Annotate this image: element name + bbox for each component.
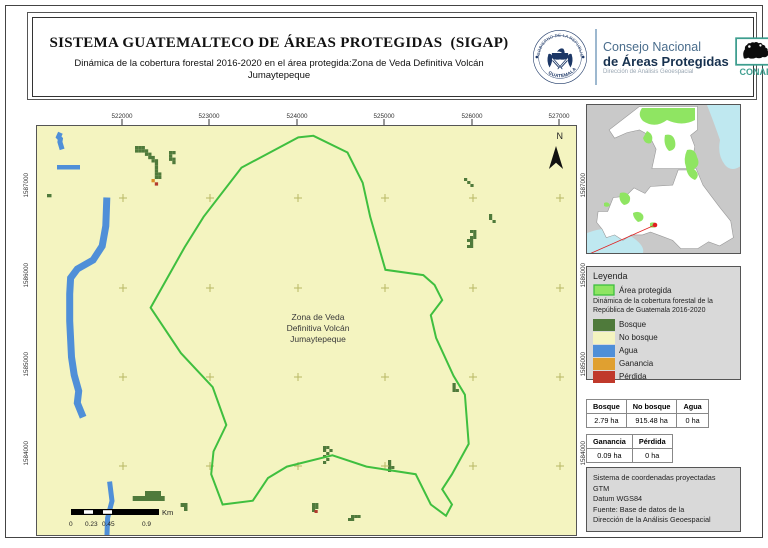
svg-text:0: 0 — [69, 521, 73, 528]
svg-text:0.9: 0.9 — [142, 521, 151, 528]
svg-text:0.45: 0.45 — [102, 521, 115, 528]
svg-text:GUATEMALA: GUATEMALA — [547, 66, 577, 78]
svg-text:Km: Km — [162, 508, 173, 517]
svg-text:GOBIERNO DE LA REPUBLICA: GOBIERNO DE LA REPUBLICA — [531, 28, 584, 57]
svg-text:0.23: 0.23 — [85, 521, 98, 528]
